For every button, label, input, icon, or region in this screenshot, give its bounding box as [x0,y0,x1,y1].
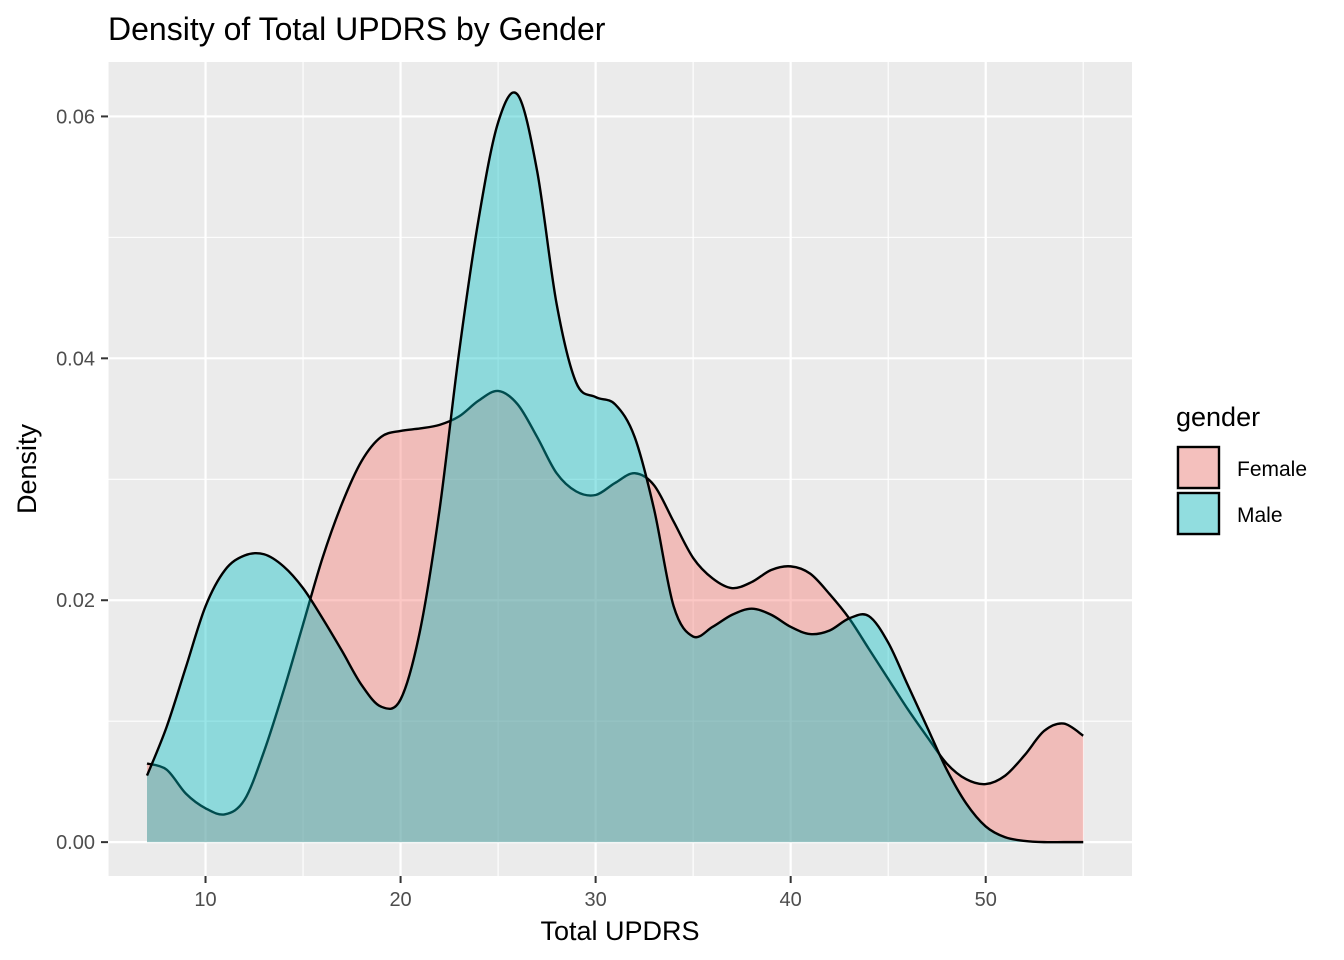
x-axis: 10 20 30 40 50 [194,876,997,911]
x-axis-title: Total UPDRS [540,916,699,946]
x-tick-label: 40 [780,889,802,911]
x-tick-label: 20 [389,889,411,911]
legend-swatch-male [1176,491,1221,536]
y-tick-label: 0.04 [56,348,95,370]
y-tick-label: 0.06 [56,106,95,128]
legend-key-bg-male [1176,492,1220,536]
grid-minor [107,62,1132,876]
x-tick-label: 30 [584,889,606,911]
y-tick-label: 0.02 [56,590,95,612]
grid-major [108,62,1132,876]
legend-key-bg-female [1176,446,1220,490]
y-tick-label: 0.00 [56,832,95,854]
x-tick-label: 10 [194,889,216,911]
density-line-male [145,91,1084,844]
y-axis-title: Density [12,423,42,514]
plot-panel [108,62,1132,876]
chart-title: Density of Total UPDRS by Gender [108,11,606,47]
legend-swatch-female [1176,445,1221,490]
density-areas [145,91,1084,844]
density-area-male [147,92,1084,843]
y-axis: 0.00 0.02 0.04 0.06 [56,106,108,854]
legend-title: gender [1176,402,1260,432]
density-line-female [146,389,1084,816]
density-area-female [147,390,1084,843]
legend-label-male: Male [1237,504,1283,527]
legend-label-female: Female [1237,458,1307,481]
legend: gender Female Male [1176,402,1307,536]
x-tick-label: 50 [975,889,997,911]
